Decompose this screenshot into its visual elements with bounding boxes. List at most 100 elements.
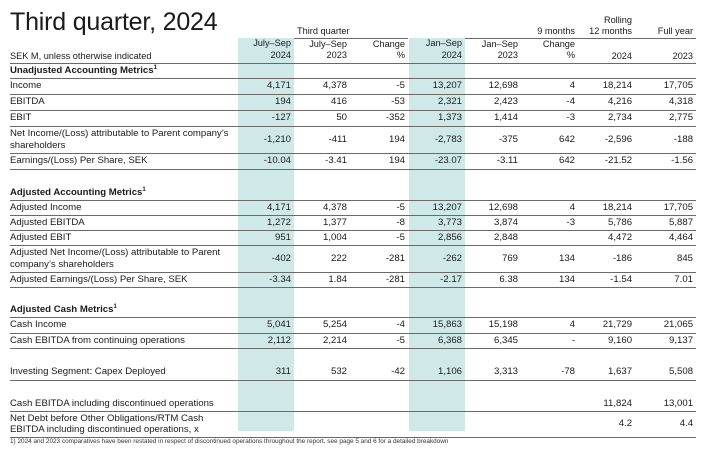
col-header-jan-sep-2023: Jan–Sep 2023 (465, 38, 522, 64)
cell-value: 4,378 (294, 200, 350, 216)
table-row: Adjusted EBIT 951 1,004 -5 2,856 2,848 4,472 4,… (10, 230, 697, 246)
cell-value: 2,423 (465, 94, 522, 111)
col-header-full-year-2023: 2023 (635, 38, 697, 64)
cell-value: 1,377 (294, 215, 350, 231)
cell-value: 1,272 (238, 215, 294, 231)
section-title: Unadjusted Accounting Metrics (10, 64, 154, 76)
cell-value: 5,887 (635, 215, 697, 231)
table-row: Net Income/(Loss) attributable to Parent… (10, 126, 697, 154)
cell-value: 2,214 (294, 333, 350, 349)
cell-value: -4 (521, 94, 579, 111)
section-adjusted: Adjusted Accounting Metrics1 (10, 185, 697, 201)
cell-value: 2,734 (578, 110, 636, 127)
cell-value: -3.34 (238, 272, 294, 288)
cell-value: -2,783 (408, 126, 466, 154)
cell-value: -5 (350, 78, 409, 95)
cell-value: 4,472 (578, 230, 636, 246)
col-header-q-change: Change% (350, 38, 409, 64)
cell-value: 3,313 (465, 364, 522, 381)
header-full-year: Full year (635, 0, 697, 39)
cell-value: 194 (238, 94, 294, 111)
header-third-quarter: Third quarter (294, 0, 409, 39)
cell-value (521, 230, 579, 246)
cell-value: 17,705 (635, 200, 697, 216)
section-title: Adjusted Cash Metrics (10, 304, 114, 315)
cell-value: 1,373 (408, 110, 466, 127)
cell-value (408, 396, 466, 412)
cell-value: -3.11 (465, 153, 522, 170)
cell-value: - (521, 333, 579, 349)
cell-value: 4,171 (238, 78, 294, 95)
cell-value: -186 (578, 245, 636, 273)
cell-value: 4.2 (578, 411, 636, 438)
cell-value: 21,729 (578, 317, 636, 334)
cell-value: -8 (350, 215, 409, 231)
cell-value: 2,321 (408, 94, 466, 111)
table-row: EBIT -127 50 -352 1,373 1,414 -3 2,734 2,775 (10, 110, 697, 127)
header-9-months: 9 months (465, 0, 579, 39)
row-label: Earnings/(Loss) Per Share, SEK (10, 153, 238, 170)
cell-value: 4,318 (635, 94, 697, 111)
row-label: Adjusted Income (10, 200, 238, 216)
cell-value: -352 (350, 110, 409, 127)
cell-value: 134 (521, 245, 579, 273)
cell-value: 12,698 (465, 200, 522, 216)
row-label: Investing Segment: Capex Deployed (10, 364, 238, 381)
table-row: Adjusted Net Income/(Loss) attributable … (10, 245, 697, 273)
row-label: Adjusted EBIT (10, 230, 238, 246)
cell-value: 18,214 (578, 78, 636, 95)
spacer-row (10, 287, 696, 303)
row-label: EBITDA (10, 94, 238, 111)
cell-value: 12,698 (465, 78, 522, 95)
footnote: 1) 2024 and 2023 comparatives have been … (10, 438, 449, 445)
cell-value: 222 (294, 245, 350, 273)
cell-value: 194 (350, 126, 409, 154)
header-rolling-12-months: Rolling 12 months (578, 0, 636, 39)
cell-value: -2,596 (578, 126, 636, 154)
cell-value: 4 (521, 317, 579, 334)
cell-value: -1,210 (238, 126, 294, 154)
section-unadjusted: Unadjusted Accounting Metrics1 (10, 63, 697, 79)
cell-value: -5 (350, 333, 409, 349)
cell-value: 13,207 (408, 200, 466, 216)
cell-value (465, 396, 522, 412)
cell-value: -1.54 (578, 272, 636, 288)
cell-value: -23.07 (408, 153, 466, 170)
cell-value: -1.56 (635, 153, 697, 170)
cell-value: 2,112 (238, 333, 294, 349)
cell-value: 4,216 (578, 94, 636, 111)
cell-value (238, 411, 294, 438)
cell-value: 311 (238, 364, 294, 381)
cell-value: 416 (294, 94, 350, 111)
footnote-marker: 1 (142, 186, 146, 193)
cell-value: -3 (521, 215, 579, 231)
section-cash: Adjusted Cash Metrics1 (10, 303, 697, 318)
cell-value: 6,345 (465, 333, 522, 349)
cell-value: 2,848 (465, 230, 522, 246)
cell-value: 5,041 (238, 317, 294, 334)
col-header-9m-change: Change% (521, 38, 579, 64)
section-title: Adjusted Accounting Metrics (10, 186, 143, 198)
row-label: Net Income/(Loss) attributable to Parent… (10, 126, 238, 154)
cell-value: 3,773 (408, 215, 466, 231)
cell-value (350, 396, 409, 412)
cell-value: 1,414 (465, 110, 522, 127)
row-label: Cash Income (10, 317, 238, 334)
cell-value: 194 (350, 153, 409, 170)
cell-value: 4,464 (635, 230, 697, 246)
cell-value: 6.38 (465, 272, 522, 288)
cell-value (350, 411, 409, 438)
table-row: Investing Segment: Capex Deployed 311 532-… (10, 364, 697, 381)
cell-value: 18,214 (578, 200, 636, 216)
cell-value: 5,786 (578, 215, 636, 231)
spacer-row (10, 348, 696, 364)
cell-value: 13,207 (408, 78, 466, 95)
row-label: Adjusted Earnings/(Loss) Per Share, SEK (10, 272, 238, 288)
cell-value: -3 (521, 110, 579, 127)
cell-value: 15,863 (408, 317, 466, 334)
cell-value: 7.01 (635, 272, 697, 288)
cell-value: -10.04 (238, 153, 294, 170)
cell-value (465, 411, 522, 438)
row-label: Cash EBITDA including discontinued opera… (10, 396, 238, 412)
financial-summary-table: Third quarter 9 months Rolling 12 months … (10, 0, 697, 438)
